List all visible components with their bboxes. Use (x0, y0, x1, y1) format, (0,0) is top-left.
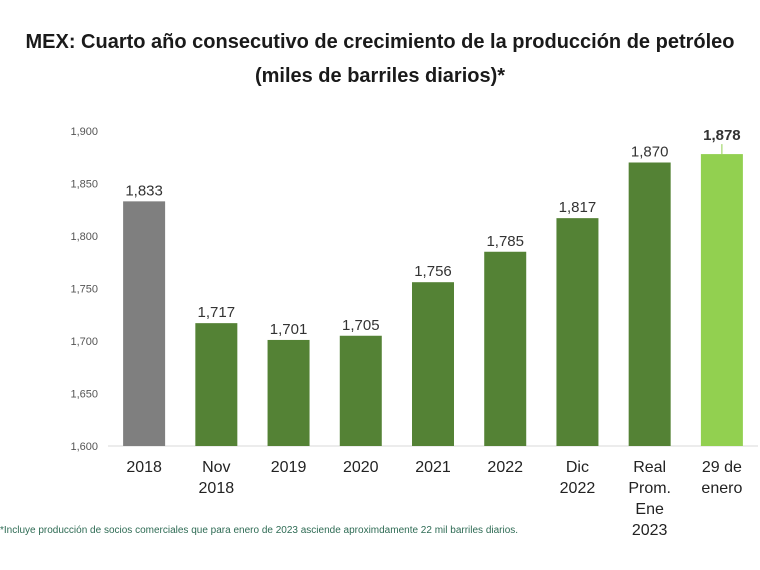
x-category-label: 2021 (415, 459, 451, 476)
y-tick-label: 1,800 (70, 231, 98, 243)
x-category-label: 2019 (271, 459, 307, 476)
x-category-label: 2022 (487, 459, 523, 476)
y-tick-label: 1,850 (70, 179, 98, 191)
x-category-label: 2018 (126, 459, 162, 476)
footnote: *Incluye producción de socios comerciale… (0, 525, 519, 536)
bar (556, 218, 599, 446)
chart-title-line2: (miles de barriles diarios)* (254, 65, 506, 87)
data-label: 1,817 (559, 199, 597, 216)
x-category-label: 2020 (343, 459, 379, 476)
y-tick-label: 1,650 (70, 389, 98, 401)
x-category-label: Real Prom. Ene 2023 (628, 459, 671, 539)
data-label: 1,878 (703, 127, 741, 144)
bar (267, 339, 310, 446)
x-category-label: 29 de enero (701, 459, 742, 497)
y-tick-label: 1,750 (70, 284, 98, 296)
bar (412, 282, 454, 446)
data-label: 1,717 (198, 304, 236, 321)
x-category-label: Nov 2018 (199, 459, 235, 497)
bar (628, 162, 671, 446)
y-tick-label: 1,900 (70, 126, 98, 138)
data-label: 1,833 (125, 182, 163, 199)
chart-title-line1: MEX: Cuarto año consecutivo de crecimien… (25, 31, 735, 53)
data-label: 1,756 (414, 263, 452, 280)
bar (700, 154, 743, 446)
bar (123, 201, 166, 446)
data-label: 1,701 (270, 321, 308, 338)
y-tick-label: 1,600 (70, 441, 98, 453)
data-label: 1,785 (486, 233, 524, 250)
bar (339, 335, 382, 446)
data-label: 1,870 (631, 144, 669, 161)
bar (484, 251, 527, 446)
x-category-label: Dic 2022 (560, 459, 596, 497)
data-label: 1,705 (342, 317, 380, 334)
bar (195, 323, 238, 446)
y-tick-label: 1,700 (70, 336, 98, 348)
